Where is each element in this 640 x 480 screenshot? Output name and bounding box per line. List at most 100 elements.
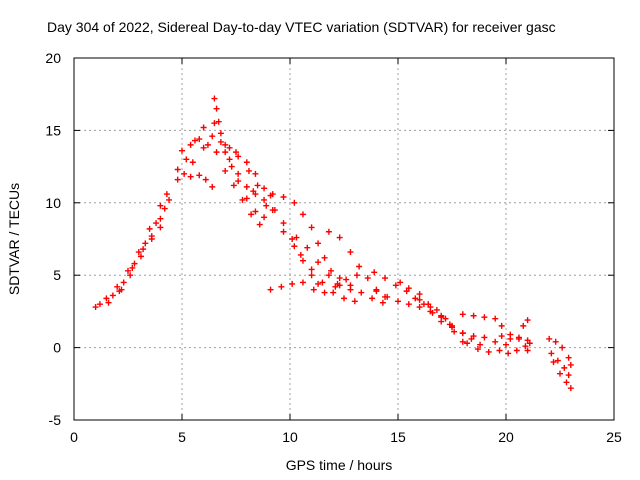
data-point <box>526 340 533 347</box>
data-point <box>464 340 471 347</box>
grid <box>74 58 614 420</box>
data-point <box>379 299 386 306</box>
data-point <box>481 314 488 321</box>
series-track-20 <box>416 296 509 348</box>
data-point <box>449 322 455 329</box>
series-track-7 <box>189 133 259 198</box>
data-point <box>235 178 242 185</box>
data-points <box>92 95 574 392</box>
data-point <box>187 141 194 148</box>
data-point <box>369 295 376 302</box>
data-point <box>211 95 218 102</box>
x-tick-label: 0 <box>70 429 78 445</box>
data-point <box>321 289 328 296</box>
series-track-14 <box>293 234 354 293</box>
data-point <box>563 379 570 386</box>
series-track-26 <box>550 359 574 392</box>
data-point <box>263 202 270 209</box>
data-point <box>243 183 250 190</box>
series-track-12 <box>269 191 341 287</box>
data-point <box>252 170 259 177</box>
data-point <box>174 166 181 173</box>
data-point <box>140 246 147 253</box>
data-point <box>336 275 343 282</box>
data-point <box>289 236 296 242</box>
data-point <box>550 359 557 366</box>
data-point <box>127 272 134 279</box>
x-tick-label: 10 <box>282 429 298 445</box>
data-point <box>297 251 304 258</box>
series-track-10 <box>226 144 322 287</box>
data-point <box>252 208 259 215</box>
data-point <box>554 357 561 364</box>
data-point <box>256 221 263 228</box>
data-point <box>524 347 531 354</box>
data-point <box>217 138 224 145</box>
series-track-5 <box>174 166 216 190</box>
data-point <box>315 280 322 287</box>
series-track-8 <box>211 95 268 221</box>
data-point <box>325 272 332 279</box>
data-point <box>245 167 252 174</box>
data-point <box>498 322 505 329</box>
data-point <box>395 298 401 305</box>
axis-ticks: 0 5 10 15 20 25 -5 0 5 10 15 20 <box>45 50 622 445</box>
data-point <box>230 182 237 189</box>
data-point <box>433 306 440 313</box>
data-point <box>120 279 127 286</box>
data-point <box>157 202 164 209</box>
data-point <box>189 159 196 166</box>
data-point <box>567 361 574 368</box>
data-point <box>496 347 503 354</box>
data-point <box>427 304 434 311</box>
data-point <box>507 335 514 342</box>
data-point <box>181 170 188 177</box>
data-point <box>470 333 477 340</box>
data-point <box>226 156 233 163</box>
data-point <box>505 350 512 357</box>
data-point <box>248 211 255 218</box>
series-track-23 <box>498 317 533 354</box>
y-tick-label: 0 <box>53 340 61 356</box>
data-point <box>239 196 246 203</box>
data-point <box>254 182 261 189</box>
data-point <box>336 234 343 241</box>
series-track-19 <box>397 279 466 345</box>
series-track-16 <box>336 275 386 306</box>
data-point <box>364 275 371 282</box>
data-point <box>109 292 116 299</box>
data-point <box>226 144 233 151</box>
data-point <box>565 372 572 379</box>
data-point <box>280 228 287 235</box>
data-point <box>222 149 229 156</box>
data-point <box>405 301 412 308</box>
data-point <box>416 304 423 311</box>
data-point <box>187 173 194 180</box>
data-point <box>503 341 509 348</box>
data-point <box>215 118 222 125</box>
data-point <box>315 240 322 247</box>
series-track-17 <box>371 269 484 348</box>
data-point <box>166 196 173 203</box>
data-point <box>213 149 220 156</box>
data-point <box>196 136 203 143</box>
x-tick-label: 5 <box>178 429 186 445</box>
data-point <box>347 249 354 256</box>
data-point <box>280 194 287 201</box>
data-point <box>163 191 170 198</box>
data-point <box>222 141 229 148</box>
data-point <box>546 335 553 342</box>
data-point <box>299 211 306 218</box>
series-track-11 <box>250 188 358 305</box>
data-point <box>157 224 164 231</box>
data-point <box>481 334 488 341</box>
data-point <box>310 286 317 293</box>
data-point <box>261 185 268 192</box>
data-point <box>299 279 306 286</box>
data-point <box>356 263 363 270</box>
data-point <box>191 137 198 144</box>
data-point <box>269 207 276 214</box>
data-point <box>416 291 423 298</box>
data-point <box>146 225 153 232</box>
x-axis-label: GPS time / hours <box>286 457 393 473</box>
